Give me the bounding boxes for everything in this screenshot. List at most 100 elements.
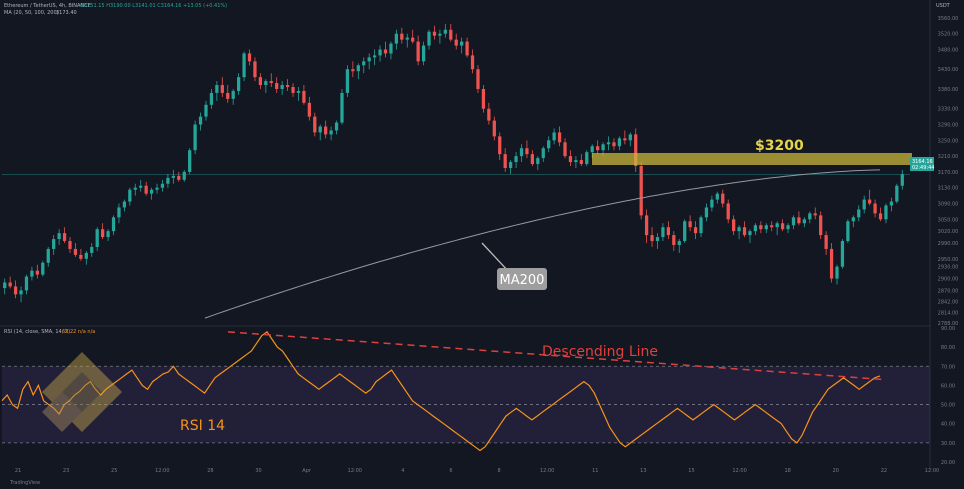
price-tick-label: 2788.00 [938, 321, 959, 327]
candle-body [264, 81, 268, 86]
price-tick-label: 3170.00 [938, 170, 959, 176]
candle-body [476, 69, 480, 89]
candle-body [840, 241, 845, 267]
time-tick-label: 4 [401, 468, 404, 474]
price-tick-label: 3520.00 [938, 32, 959, 38]
candle-body [503, 154, 507, 168]
candle-body [557, 132, 562, 143]
candle-body [291, 87, 295, 93]
candle-body [139, 185, 143, 188]
candle-body [30, 270, 34, 277]
candle-body [492, 120, 496, 137]
candle-body [623, 138, 627, 141]
candle-body [449, 29, 453, 40]
rsi-panel [1, 330, 930, 452]
candle-body [596, 146, 600, 151]
candle-body [802, 219, 806, 224]
candle-body [498, 136, 502, 155]
ma200-line [204, 169, 881, 319]
time-tick-label: 25 [111, 468, 117, 474]
candle-body [253, 61, 257, 78]
candle-body [155, 187, 159, 190]
rsi-tick-label: 90.00 [941, 326, 955, 332]
candle-body [226, 92, 230, 99]
candle-body [737, 227, 741, 232]
rsi-tick-label: 60.00 [941, 383, 955, 389]
candle-body [182, 171, 186, 180]
candle-body [367, 57, 371, 62]
ma200-label: MA200 [500, 273, 545, 288]
candle-body [661, 227, 665, 238]
time-tick-label: 20 [833, 468, 839, 474]
candle-body [895, 185, 899, 202]
candle-body [585, 152, 589, 165]
header-ma-value: 3173.40 [56, 10, 77, 16]
candle-body [748, 231, 752, 236]
candle-body [612, 142, 616, 147]
candle-body [732, 219, 736, 232]
candle-body [579, 160, 583, 165]
candle-body [242, 53, 246, 78]
current-price-tag [910, 157, 934, 171]
candle-body [666, 227, 671, 236]
price-tick-label: 3430.00 [938, 67, 959, 73]
candle-body [704, 207, 709, 218]
candle-body [345, 69, 350, 93]
rsi-tick-label: 80.00 [941, 345, 955, 351]
current-price-sub: 02:49:44 [912, 165, 934, 171]
candle-body [775, 223, 779, 228]
candle-body [269, 81, 273, 84]
price-tick-label: 3090.00 [938, 202, 959, 208]
candle-body [188, 150, 192, 172]
rsi-tick-label: 40.00 [941, 422, 955, 428]
candle-body [106, 231, 110, 238]
current-price-label: 3164.16 [912, 159, 933, 165]
candle-body [525, 148, 529, 155]
candle-body [650, 235, 654, 242]
time-tick-label: 12:00 [732, 468, 746, 474]
candle-body [13, 286, 18, 295]
candle-body [411, 37, 415, 42]
rsi-header-label: RSI (14, close, SMA, 14, 2) [4, 329, 70, 335]
candle-body [639, 166, 643, 216]
candle-body [541, 148, 545, 159]
candle-body [759, 225, 763, 230]
candle-body [628, 134, 632, 141]
time-tick-label: 6 [449, 468, 452, 474]
candle-body [481, 88, 486, 109]
rsi-label: RSI 14 [180, 418, 225, 434]
candle-body [318, 126, 322, 133]
candle-body [111, 217, 116, 232]
price-tick-label: 3290.00 [938, 123, 959, 129]
candle-body [356, 65, 360, 72]
price-tick-label: 3130.00 [938, 186, 959, 192]
header-title: Ethereum / TetherUS, 4h, BINANCE [4, 3, 91, 9]
candle-body [460, 41, 464, 46]
price-tick-label: 3480.00 [938, 47, 959, 53]
candle-body [117, 207, 121, 218]
descending-label: Descending Line [542, 344, 658, 360]
time-tick-label: 12:00 [925, 468, 939, 474]
candle-body [742, 227, 747, 236]
candle-body [394, 33, 399, 44]
candle-body [84, 252, 88, 259]
price-tick-label: 3560.00 [938, 16, 959, 22]
price-tick-label: 3380.00 [938, 87, 959, 93]
candle-body [329, 130, 333, 135]
rsi-tick-label: 70.00 [941, 364, 955, 370]
candle-body [721, 193, 725, 204]
candle-body [296, 90, 301, 93]
candle-body [514, 156, 518, 163]
time-tick-label: 12:00 [348, 468, 362, 474]
candle-body [873, 203, 877, 214]
candle-body [334, 122, 339, 131]
candle-body [443, 29, 447, 34]
candle-body [340, 92, 344, 123]
candle-body [868, 199, 872, 204]
time-tick-label: 28 [207, 468, 213, 474]
time-tick-label: 21 [15, 468, 21, 474]
candle-body [634, 134, 638, 166]
candle-body [122, 201, 127, 208]
candle-body [835, 266, 839, 279]
candle-body [236, 77, 241, 91]
